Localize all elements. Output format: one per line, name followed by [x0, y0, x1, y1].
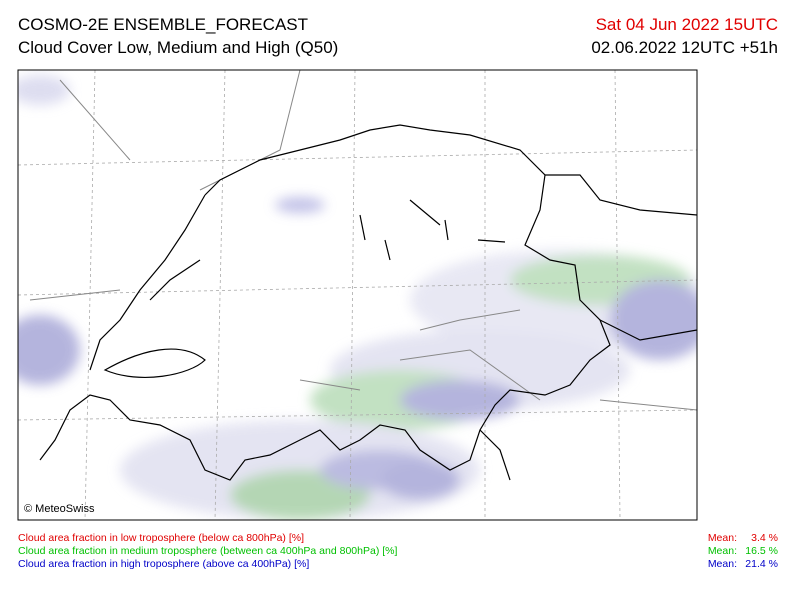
subtitle: Cloud Cover Low, Medium and High (Q50): [18, 38, 338, 57]
legend-label: Cloud area fraction in low troposphere (…: [18, 532, 304, 544]
title: COSMO-2E ENSEMBLE_FORECAST: [18, 15, 308, 34]
country-borders: [39, 124, 697, 481]
cloud-fields: [18, 75, 697, 520]
map: [18, 70, 697, 520]
mean-label: Mean:: [708, 558, 737, 570]
run-time: 02.06.2022 12UTC +51h: [591, 38, 778, 57]
legend-label: Cloud area fraction in medium tropospher…: [18, 545, 397, 557]
legend-label: Cloud area fraction in high troposphere …: [18, 558, 309, 570]
mean-value: 21.4 %: [745, 558, 778, 570]
mean-value: 3.4 %: [751, 532, 778, 544]
credit: © MeteoSwiss: [24, 503, 95, 515]
valid-time: Sat 04 Jun 2022 15UTC: [596, 15, 778, 34]
legend: Cloud area fraction in low troposphere (…: [18, 532, 778, 570]
mean-value: 16.5 %: [745, 545, 778, 557]
map-frame: [17, 69, 698, 521]
mean-label: Mean:: [708, 532, 737, 544]
mean-label: Mean:: [708, 545, 737, 557]
grid-lines: [18, 70, 697, 520]
